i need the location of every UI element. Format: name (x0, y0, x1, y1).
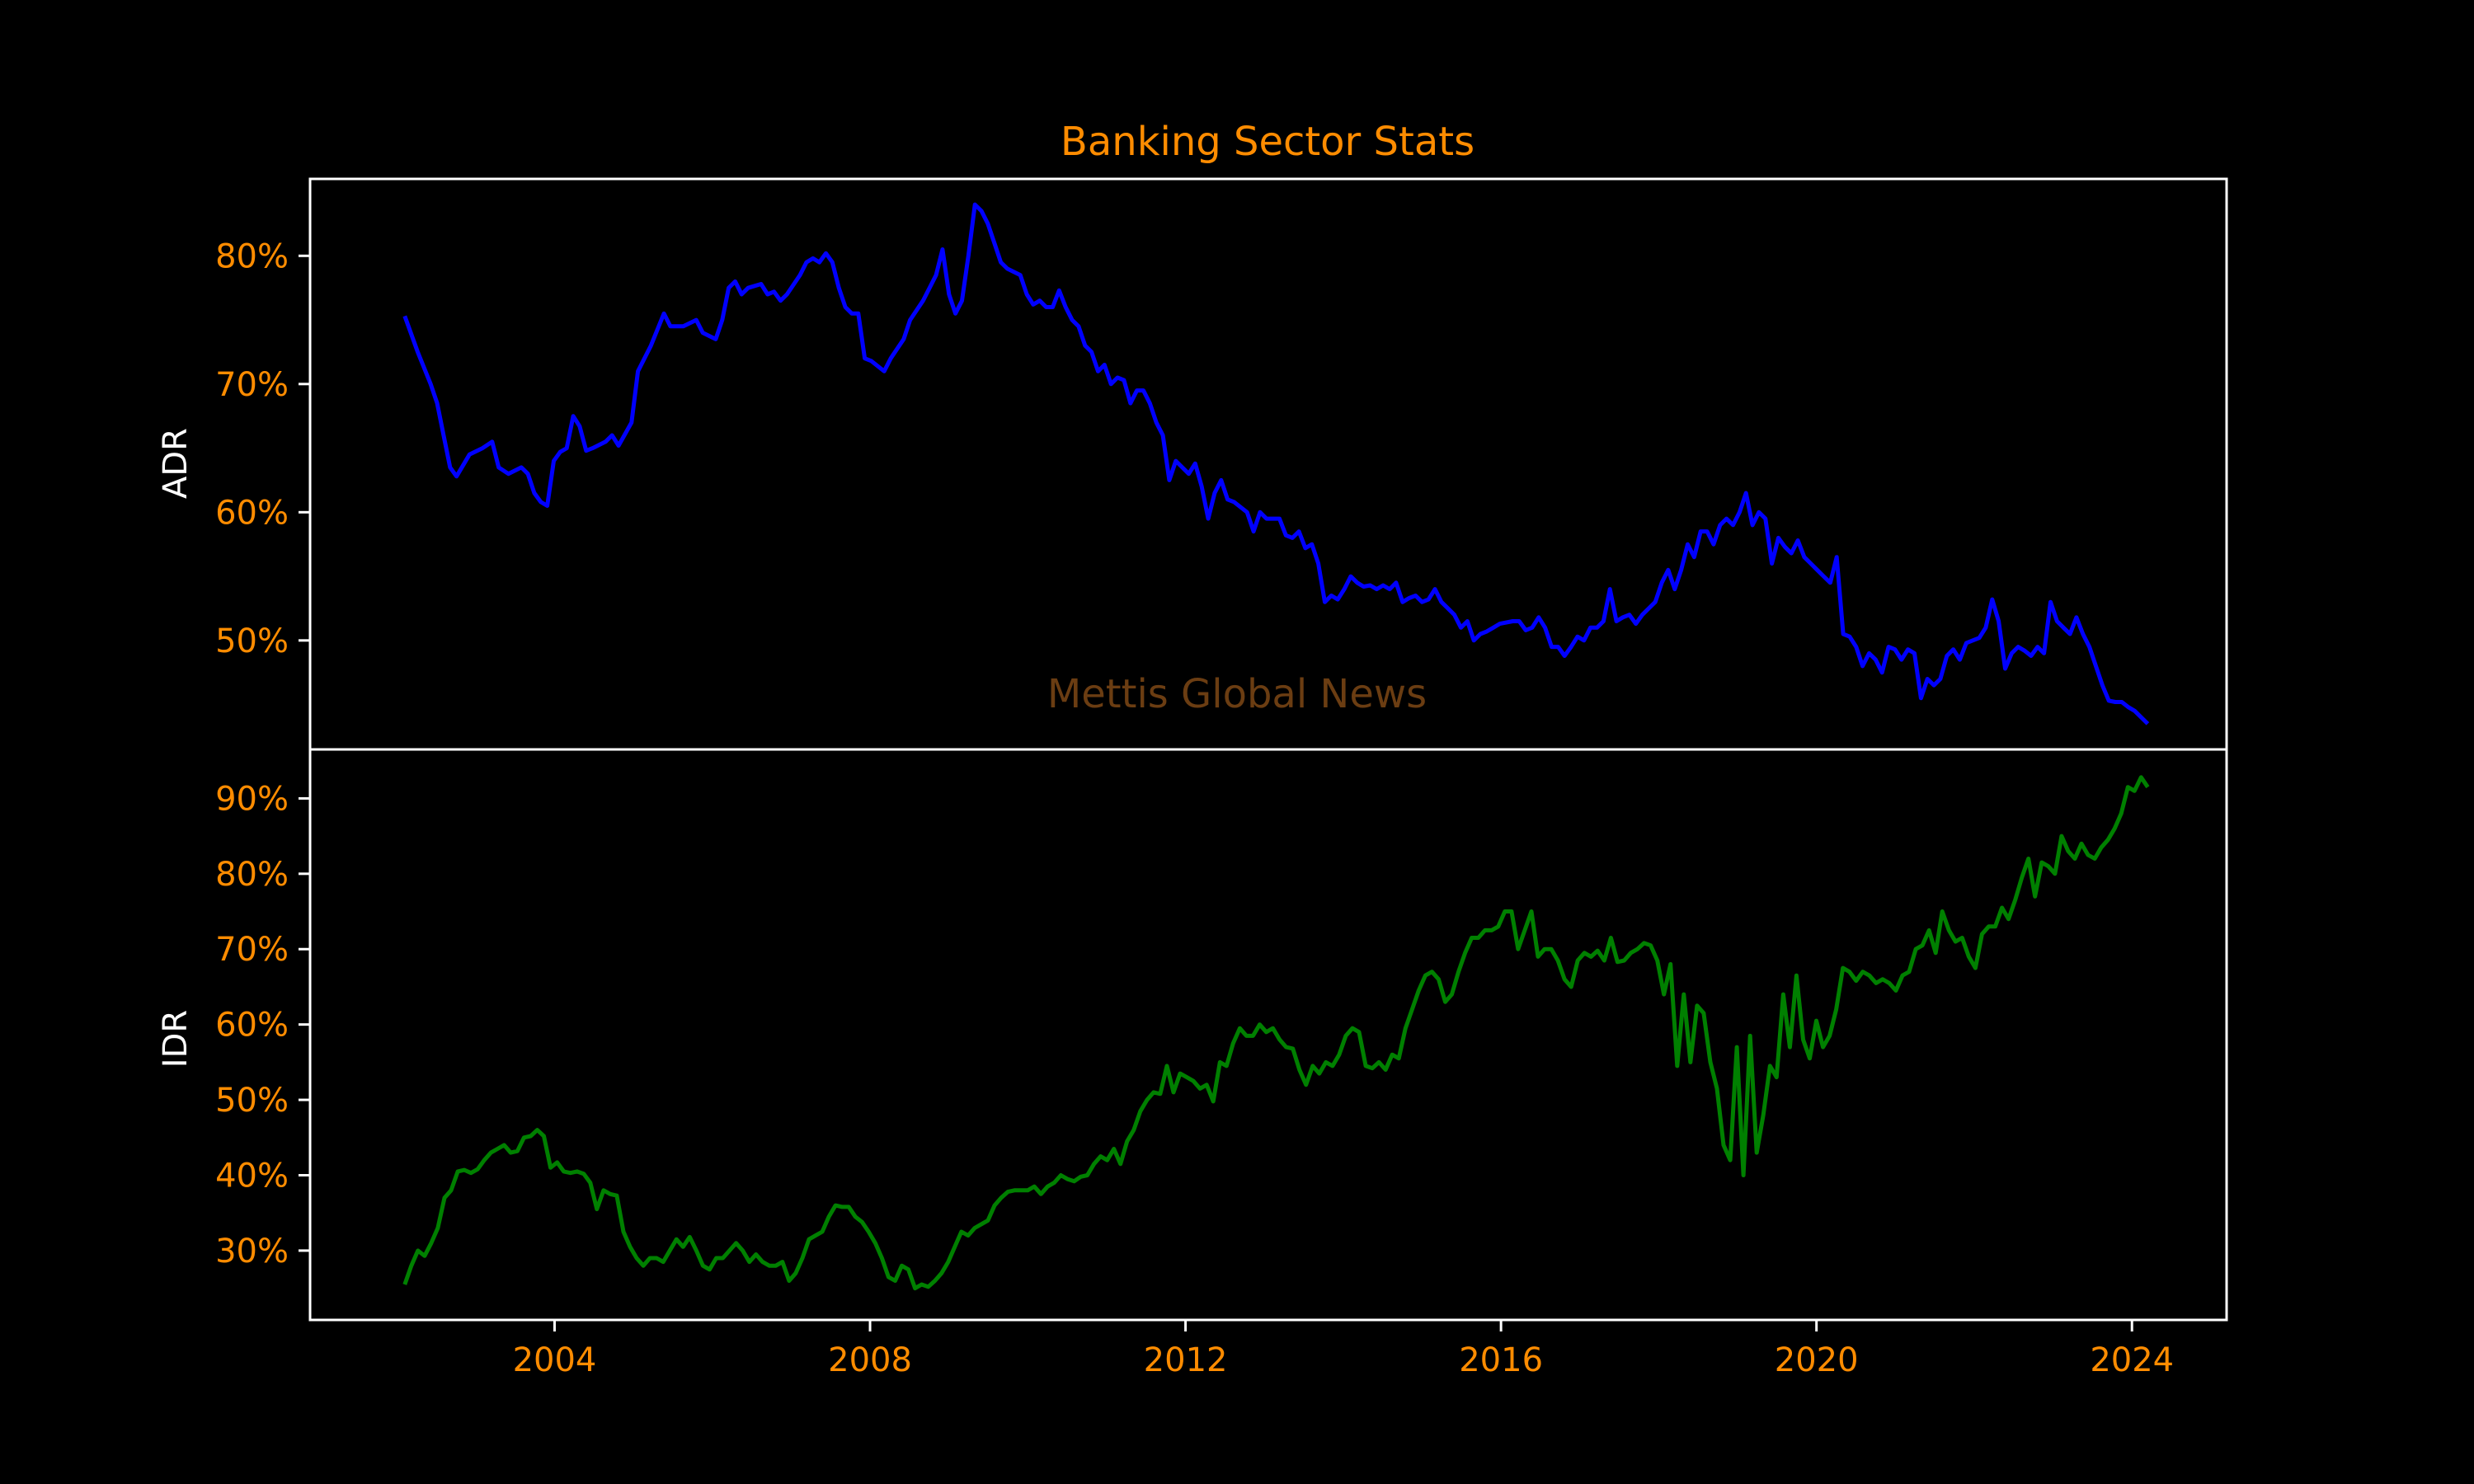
y-axis-label-idr: IDR (157, 1010, 195, 1068)
series-line-adr (402, 202, 2150, 726)
series-idr-group (402, 775, 2150, 1291)
y-ticks-adr: 50% 60% 70% 80% (215, 237, 310, 660)
x-tick-label: 2012 (1144, 1341, 1228, 1379)
y-tick-label: 80% (215, 237, 289, 275)
x-ticks: 2004 2008 2012 2016 2020 2024 (513, 1320, 2174, 1379)
x-tick-label: 2020 (1775, 1341, 1859, 1379)
series-line-idr (402, 775, 2150, 1291)
series-adr-group (402, 202, 2150, 726)
panel-adr: 50% 60% 70% 80% ADR Mettis Global News (157, 177, 2228, 751)
chart-title: Banking Sector Stats (1061, 119, 1475, 165)
y-tick-label: 70% (215, 931, 289, 969)
y-tick-label: 90% (215, 780, 289, 818)
y-ticks-idr: 30% 40% 50% 60% 70% 80% 90% (215, 780, 310, 1270)
y-tick-label: 70% (215, 366, 289, 404)
y-tick-label: 40% (215, 1157, 289, 1195)
panel-idr: 30% 40% 50% 60% 70% 80% 90% IDR (157, 748, 2228, 1322)
y-tick-label: 60% (215, 1007, 289, 1045)
x-tick-label: 2016 (1459, 1341, 1543, 1379)
y-tick-label: 30% (215, 1233, 289, 1270)
y-tick-label: 50% (215, 1082, 289, 1120)
x-tick-label: 2024 (2090, 1341, 2174, 1379)
x-tick-label: 2008 (828, 1341, 912, 1379)
y-axis-label-adr: ADR (157, 428, 195, 499)
y-tick-label: 50% (215, 622, 289, 660)
y-tick-label: 60% (215, 494, 289, 532)
x-tick-label: 2004 (513, 1341, 597, 1379)
watermark: Mettis Global News (1047, 671, 1427, 717)
y-tick-label: 80% (215, 856, 289, 894)
panel-frame-idr (308, 748, 2228, 1322)
